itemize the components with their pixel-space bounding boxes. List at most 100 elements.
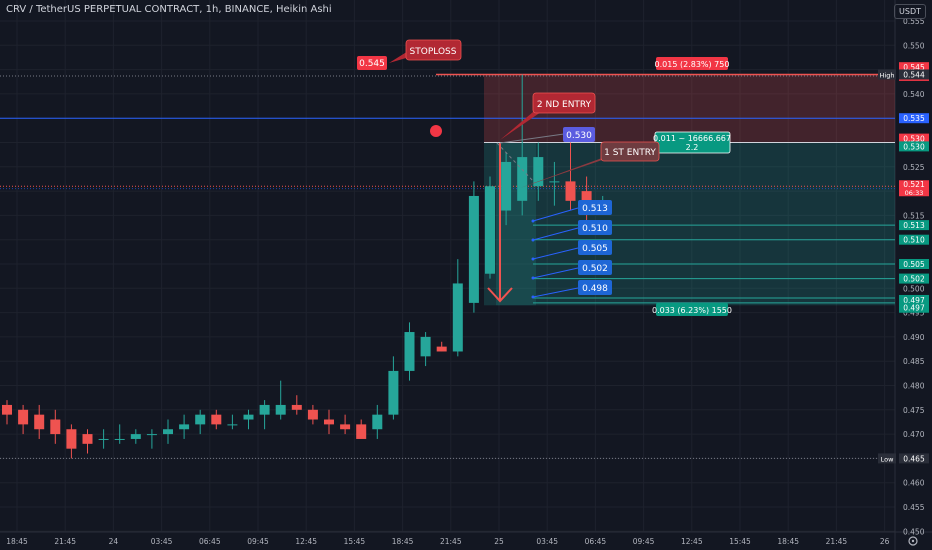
candle-body: [146, 434, 157, 436]
price-tag-text: 0.513: [903, 221, 925, 230]
price-tick: 0.485: [903, 357, 925, 366]
price-tick: 0.525: [903, 163, 925, 172]
hl-label-text: Low: [881, 455, 894, 463]
time-tick: 21:45: [54, 537, 76, 546]
stoploss-price-text: 0.545: [359, 59, 385, 69]
currency-button[interactable]: USDT: [894, 4, 926, 19]
price-tag-text: 0.497: [903, 304, 925, 313]
price-tag-box: [899, 220, 929, 231]
hl-value-text: 0.544: [903, 70, 925, 79]
entry1-callout: [600, 141, 660, 162]
settings-gear-icon[interactable]: [908, 536, 918, 546]
target-anchor: [531, 238, 535, 242]
stoploss-callout: [405, 39, 462, 61]
candle-body: [114, 438, 125, 440]
price-tag-text: 0.530: [903, 142, 925, 151]
price-tag-box: [899, 234, 929, 245]
candle: [34, 404, 45, 439]
candle: [356, 419, 367, 439]
gear-ring: [908, 536, 918, 546]
countdown-text: 06:33: [905, 189, 924, 197]
candle: [501, 152, 512, 226]
price-tag-box: [899, 294, 929, 305]
candle-body: [404, 332, 415, 371]
candle: [211, 409, 222, 430]
target-connector: [532, 227, 579, 241]
price-tag-text: 0.505: [903, 260, 925, 269]
target-label-text: 0.505: [582, 244, 608, 254]
candle: [259, 400, 270, 430]
time-tick: 26: [880, 537, 890, 546]
stoploss-price-box: [357, 56, 387, 70]
time-tick: 06:45: [199, 537, 221, 546]
price-tag-text: 0.497: [903, 296, 925, 305]
hl-label-text: High: [880, 71, 895, 79]
candle: [420, 332, 431, 367]
hl-label-box: [878, 69, 896, 80]
target-label-box: [578, 260, 612, 275]
current-price-text: 0.521: [903, 180, 925, 189]
price-tick: 0.550: [903, 41, 925, 50]
price-tag-text: 0.545: [903, 63, 925, 72]
time-tick: 12:45: [681, 537, 703, 546]
candle-body: [50, 419, 61, 435]
down-arrow-head: [487, 287, 513, 303]
candle: [549, 161, 560, 206]
candle: [388, 356, 399, 420]
time-tick: 21:45: [826, 537, 848, 546]
candle-body: [452, 283, 463, 352]
target-connector: [532, 207, 579, 222]
target-label-box: [578, 280, 612, 295]
candle-body: [356, 424, 367, 439]
target-anchor: [531, 276, 535, 280]
time-tick: 21:45: [440, 537, 462, 546]
entry1-callout-text: 1 ST ENTRY: [604, 148, 656, 158]
candle: [275, 380, 286, 420]
time-tick: 15:45: [344, 537, 366, 546]
price-tag-box: [899, 259, 929, 269]
target-connector: [532, 287, 579, 298]
price-tick: 0.460: [903, 479, 925, 488]
candle-body: [501, 161, 512, 211]
price-tick: 0.555: [903, 17, 925, 26]
candle-body: [517, 157, 528, 201]
candle-body: [82, 434, 93, 444]
entry2-callout-text: 2 ND ENTRY: [537, 100, 592, 110]
rr-label-line2: 2.2: [686, 143, 699, 152]
candle-body: [66, 429, 77, 449]
price-tag-text: 0.510: [903, 236, 925, 245]
candle: [243, 409, 254, 430]
target-label-text: 0.498: [582, 284, 608, 294]
chart-title: CRV / TetherUS PERPETUAL CONTRACT, 1h, B…: [6, 4, 332, 15]
candle: [98, 429, 109, 449]
target-label-text: 0.510: [582, 224, 608, 234]
candle: [565, 142, 576, 211]
target-connector: [532, 247, 579, 260]
candle-body: [179, 424, 190, 430]
hl-value-box: [899, 453, 929, 464]
time-tick: 25: [494, 537, 504, 546]
price-tick: 0.540: [903, 90, 925, 99]
target-label-box: [578, 200, 612, 215]
target-label-box: [578, 220, 612, 235]
candle: [291, 395, 302, 415]
target-connector: [532, 267, 579, 279]
candle-body: [372, 414, 383, 430]
candle-body: [34, 414, 45, 430]
candle-body: [227, 424, 238, 426]
candle: [517, 74, 528, 216]
entry2-pointer: [500, 112, 541, 140]
risk-label-text: 0.015 (2.83%) 750: [655, 60, 730, 69]
target-anchor: [531, 219, 535, 223]
price-tag-box: [899, 273, 929, 284]
price-tag-box: [899, 302, 929, 313]
candle-body: [195, 414, 206, 425]
time-tick: 24: [109, 537, 119, 546]
candle-body: [2, 404, 12, 415]
candle-body: [291, 404, 302, 410]
candle: [372, 404, 383, 439]
candle: [66, 424, 77, 459]
candle: [533, 142, 544, 201]
time-tick: 06:45: [585, 537, 607, 546]
